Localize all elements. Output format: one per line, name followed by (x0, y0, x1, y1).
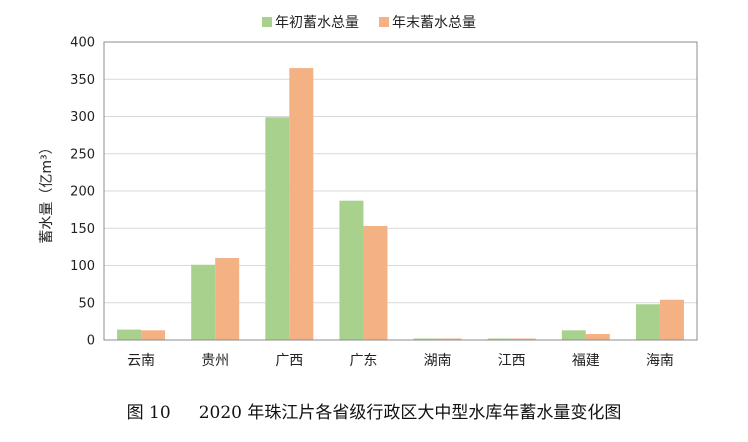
bar (289, 68, 314, 340)
x-category-label: 江西 (498, 353, 526, 369)
bar (487, 338, 512, 340)
x-category-labels: 云南 贵州 广西 广东 湖南 江西 福建 海南 (127, 353, 674, 369)
y-tick-labels: 0 50 100 150 200 250 300 350 400 (70, 36, 95, 349)
bar (339, 200, 364, 340)
x-category-label: 云南 (127, 353, 155, 369)
bars (117, 68, 684, 341)
x-category-label: 广东 (349, 353, 377, 369)
gridlines (104, 41, 697, 304)
x-category-label: 海南 (646, 353, 674, 369)
bar (437, 338, 462, 340)
bar (117, 329, 142, 340)
bar (363, 226, 388, 340)
figure-caption: 图 10 2020 年珠江片各省级行政区大中型水库年蓄水量变化图 (0, 398, 748, 423)
y-tick-label: 0 (87, 334, 95, 349)
y-tick-label: 300 (70, 110, 95, 125)
figure-title: 2020 年珠江片各省级行政区大中型水库年蓄水量变化图 (198, 403, 622, 423)
y-tick-label: 200 (70, 185, 95, 200)
x-category-label: 福建 (572, 353, 600, 369)
y-tick-label: 100 (70, 259, 95, 274)
y-tick-label: 400 (70, 36, 95, 51)
bar (141, 330, 166, 340)
legend-label: 年初蓄水总量 (275, 14, 359, 31)
x-category-label: 贵州 (201, 353, 229, 369)
bar (635, 304, 660, 340)
bar (413, 338, 438, 340)
x-category-label: 广西 (275, 353, 303, 369)
x-category-label: 湖南 (424, 353, 452, 369)
bar (511, 338, 536, 340)
bar (585, 334, 610, 340)
y-tick-label: 250 (70, 147, 95, 162)
y-tick-label: 50 (78, 296, 95, 311)
bar (265, 117, 290, 341)
figure-number: 图 10 (126, 403, 171, 423)
plot-frame (103, 41, 698, 341)
bar (191, 264, 216, 340)
bar (659, 299, 684, 340)
y-axis-label: 蓄水量（亿m³） (39, 140, 55, 243)
bar (561, 330, 586, 340)
legend-label: 年末蓄水总量 (392, 15, 476, 31)
y-tick-label: 350 (70, 73, 95, 88)
y-tick-label: 150 (70, 222, 95, 237)
legend: 年初蓄水总量 年末蓄水总量 (262, 14, 476, 31)
bar (215, 258, 240, 340)
legend-swatch (262, 17, 272, 27)
bar-chart: 0 50 100 150 200 250 300 350 400 云南 贵州 广西 广东 湖南 江西 福建 海… (39, 14, 698, 369)
axes (103, 41, 698, 341)
legend-swatch (379, 17, 389, 27)
